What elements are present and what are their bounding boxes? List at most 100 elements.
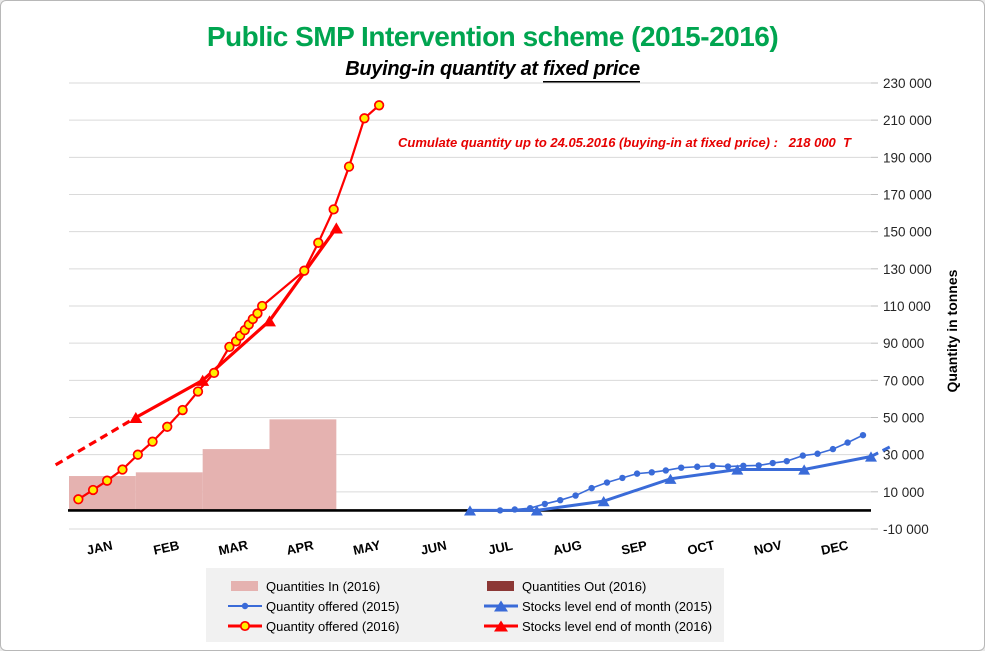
data-point xyxy=(129,411,143,424)
legend-label: Quantity offered (2015) xyxy=(266,598,400,614)
data-point xyxy=(799,452,807,459)
subtitle-text: Buying-in quantity at xyxy=(345,58,544,80)
data-point xyxy=(769,459,776,467)
page-subtitle: Buying-in quantity at fixed price xyxy=(1,58,984,83)
chart-legend: Quantities In (2016) Quantities Out (201… xyxy=(206,568,724,642)
x-month-label: JAN xyxy=(85,538,114,558)
data-point xyxy=(224,341,235,353)
legend-item-stocks-level-2016: Stocks level end of month (2016) xyxy=(484,618,724,634)
y-tick-label: 10 000 xyxy=(883,485,924,500)
data-point xyxy=(117,464,128,475)
data-point xyxy=(177,404,188,416)
legend-label: Quantities Out (2016) xyxy=(522,578,647,594)
data-point xyxy=(73,494,84,505)
data-point xyxy=(263,315,276,327)
line-triangle-marker-icon xyxy=(484,598,518,614)
data-point xyxy=(588,484,595,492)
y-tick-label: 50 000 xyxy=(883,411,924,426)
quantities-out-swatch xyxy=(484,578,518,594)
y-tick-label: 170 000 xyxy=(883,188,932,203)
legend-item-stocks-level-2015: Stocks level end of month (2015) xyxy=(484,598,724,614)
data-point xyxy=(329,222,343,234)
legend-item-quantity-offered-2015: Quantity offered (2015) xyxy=(228,598,484,614)
data-point xyxy=(530,505,543,516)
data-point xyxy=(677,464,685,471)
data-point xyxy=(709,462,716,470)
legend-label: Stocks level end of month (2015) xyxy=(522,598,713,614)
x-month-label: FEB xyxy=(152,538,181,558)
y-tick-label: 130 000 xyxy=(883,262,932,277)
data-point xyxy=(619,474,626,482)
data-point xyxy=(299,265,310,276)
x-month-label: JUL xyxy=(487,538,514,558)
x-month-label: SEP xyxy=(620,537,649,557)
data-point xyxy=(87,484,99,496)
y-tick-label: 190 000 xyxy=(883,150,932,165)
y-tick-label: 150 000 xyxy=(883,225,932,240)
data-point xyxy=(814,450,821,457)
legend-item-quantities-out-2016: Quantities Out (2016) xyxy=(484,578,724,594)
stocks_level_2016-line xyxy=(135,227,338,419)
bar xyxy=(202,449,270,511)
data-point xyxy=(572,492,579,499)
x-month-label: MAR xyxy=(217,537,250,558)
y-tick-label: 210 000 xyxy=(883,113,932,128)
data-point xyxy=(798,464,811,475)
y-tick-label: 70 000 xyxy=(883,373,924,388)
data-point xyxy=(359,113,370,124)
data-point xyxy=(865,451,877,462)
data-point xyxy=(829,445,837,453)
annotation-note: Cumulate quantity up to 24.05.2016 (buyi… xyxy=(398,135,851,150)
data-point xyxy=(664,473,677,484)
legend-label: Quantities In (2016) xyxy=(266,578,381,594)
y-tick-label: -10 000 xyxy=(883,522,929,537)
bar xyxy=(135,472,203,511)
data-point xyxy=(252,308,263,319)
data-point xyxy=(603,479,611,486)
legend-label: Quantity offered (2016) xyxy=(266,618,400,634)
data-point xyxy=(755,462,762,469)
data-point xyxy=(731,464,744,475)
data-point xyxy=(147,436,158,447)
line-circle-marker-icon xyxy=(228,618,262,634)
y-tick-label: 110 000 xyxy=(883,299,931,314)
x-month-label: APR xyxy=(285,537,316,558)
data-point xyxy=(162,421,173,432)
legend-item-quantities-in-2016: Quantities In (2016) xyxy=(228,578,484,594)
x-month-label: NOV xyxy=(752,537,783,558)
legend-label: Stocks level end of month (2016) xyxy=(522,618,713,634)
data-point xyxy=(662,467,670,474)
data-point xyxy=(597,496,610,507)
x-month-label: AUG xyxy=(552,537,583,558)
x-month-label: DEC xyxy=(820,537,851,558)
data-point xyxy=(694,463,701,470)
data-point xyxy=(541,500,549,508)
line-dot-marker-icon xyxy=(228,598,262,614)
x-month-label: OCT xyxy=(686,537,716,557)
data-point xyxy=(859,431,867,439)
data-point xyxy=(740,462,747,470)
data-point xyxy=(101,475,113,486)
legend-item-quantity-offered-2016: Quantity offered (2016) xyxy=(228,618,484,634)
data-point xyxy=(208,367,220,379)
data-point xyxy=(724,463,732,470)
data-point xyxy=(192,386,204,397)
y-tick-label: 90 000 xyxy=(883,336,924,351)
x-month-label: JUN xyxy=(419,538,448,558)
subtitle-underlined-text: fixed price xyxy=(543,58,640,83)
data-point xyxy=(557,496,564,504)
data-point xyxy=(343,161,355,172)
y-tick-label: 230 000 xyxy=(883,76,932,91)
bar xyxy=(269,419,337,511)
line-triangle-marker-icon xyxy=(484,618,518,634)
stocks_level_2015-dashed xyxy=(870,444,892,458)
data-point xyxy=(132,449,143,460)
quantities-in-swatch xyxy=(228,578,262,594)
data-point xyxy=(373,100,385,111)
data-point xyxy=(783,457,790,465)
data-point xyxy=(464,505,476,516)
stocks_level_2016-dashed xyxy=(54,416,137,467)
page-title: Public SMP Intervention scheme (2015-201… xyxy=(206,21,779,52)
